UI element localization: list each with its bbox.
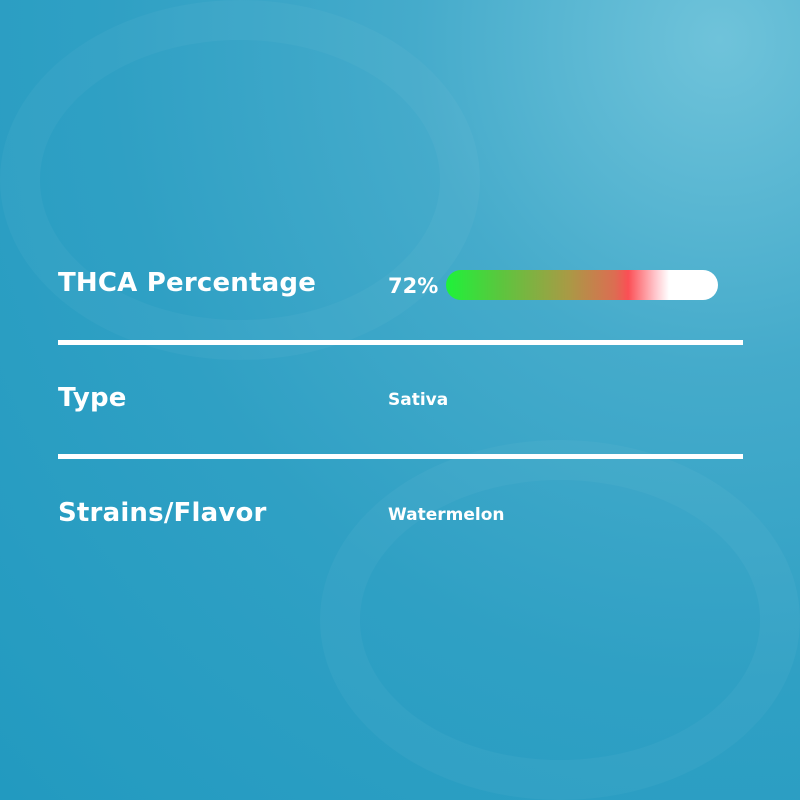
strains-flavor-value: Watermelon (388, 505, 505, 525)
type-value: Sativa (388, 390, 449, 410)
type-label: Type (58, 383, 127, 413)
background-pattern (0, 0, 480, 360)
divider (58, 454, 743, 459)
thca-percentage-label: THCA Percentage (58, 268, 317, 298)
thca-percentage-bar (446, 270, 718, 300)
divider (58, 340, 743, 345)
strains-flavor-label: Strains/Flavor (58, 498, 267, 528)
thca-percentage-value: 72% (388, 274, 439, 298)
background-pattern (320, 440, 800, 800)
